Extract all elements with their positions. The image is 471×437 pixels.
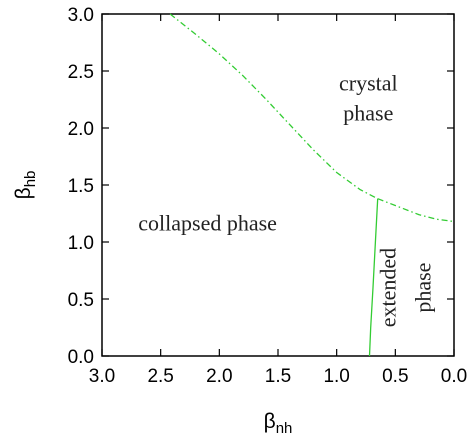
region-label-0: crystal phase bbox=[339, 70, 398, 125]
region-label-line: extended bbox=[375, 248, 400, 327]
x-tick-label: 2.0 bbox=[206, 366, 232, 387]
y-tick-label: 1.0 bbox=[68, 233, 94, 254]
y-axis-label-sub: hb bbox=[22, 171, 39, 188]
y-tick-label: 0.5 bbox=[68, 290, 94, 311]
x-tick-label: 0.5 bbox=[382, 366, 408, 387]
y-tick-label: 1.5 bbox=[68, 176, 94, 197]
y-axis-label-main: β bbox=[12, 187, 35, 199]
y-tick-label: 2.5 bbox=[68, 62, 94, 83]
x-tick-label: 0.0 bbox=[441, 366, 467, 387]
series-line-2 bbox=[368, 198, 379, 357]
region-label-line: collapsed phase bbox=[138, 211, 277, 236]
plot-frame bbox=[101, 13, 455, 357]
x-tick-label: 1.5 bbox=[265, 366, 291, 387]
x-axis-label-main: β bbox=[264, 410, 276, 433]
axis-ticks: 3.0 2.5 2.0 1.5 1.0 0.5 0.0 0.0 0.5 1.0 1.5 2.0 2.5 3… bbox=[68, 5, 468, 387]
x-tick-label: 1.0 bbox=[323, 366, 349, 387]
x-tick-label: 3.0 bbox=[89, 366, 115, 387]
region-label-line: phase bbox=[343, 100, 393, 125]
y-tick-label: 2.0 bbox=[68, 119, 94, 140]
region-labels: crystal phase collapsed phase extended phase bbox=[138, 70, 435, 327]
region-label-3: phase bbox=[411, 263, 436, 313]
region-label-1: collapsed phase bbox=[138, 211, 277, 236]
series-line-1 bbox=[377, 198, 455, 223]
y-tick-label: 3.0 bbox=[68, 5, 94, 26]
series-group bbox=[169, 13, 455, 357]
series-line-0 bbox=[169, 13, 378, 200]
x-tick-label: 2.5 bbox=[147, 366, 173, 387]
region-label-2: extended bbox=[375, 248, 400, 327]
x-axis-label-sub: nh bbox=[276, 420, 293, 437]
x-axis-label: βnh bbox=[264, 410, 293, 437]
region-label-line: phase bbox=[411, 263, 436, 313]
region-label-line: crystal bbox=[339, 70, 398, 95]
y-tick-label: 0.0 bbox=[68, 347, 94, 368]
y-axis-label: βhb bbox=[12, 171, 39, 200]
